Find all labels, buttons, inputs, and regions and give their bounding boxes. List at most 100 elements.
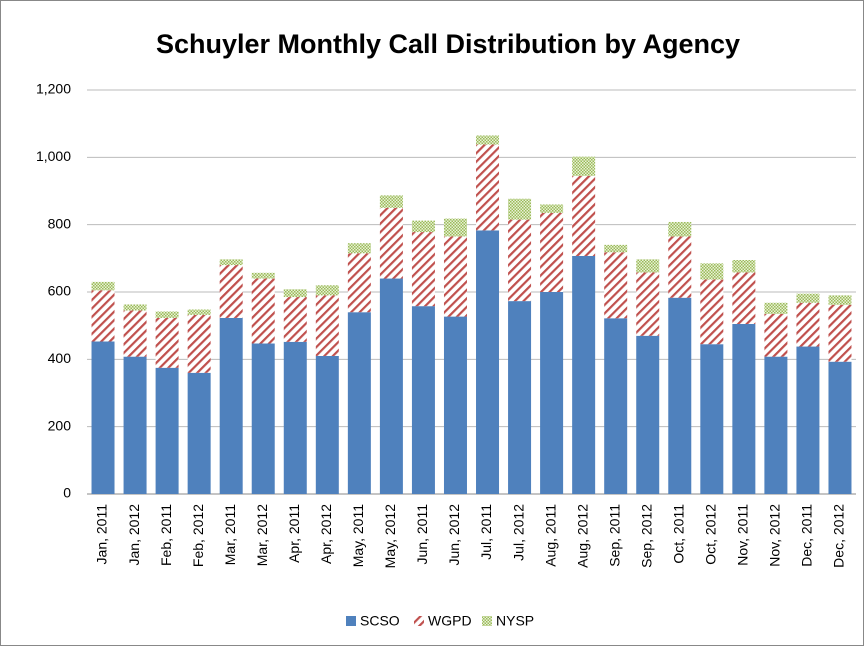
- x-tick-label: Dec, 2011: [799, 504, 815, 567]
- bar-segment: [251, 272, 275, 279]
- bar-segment: [91, 341, 115, 494]
- x-tick-label: Sep, 2012: [638, 504, 654, 568]
- bar-segment: [668, 221, 692, 237]
- bar-segment: [283, 341, 307, 494]
- x-tick-label: Nov, 2011: [735, 504, 751, 566]
- x-tick-label: Jul, 2011: [478, 504, 494, 560]
- bar-segment: [443, 218, 467, 237]
- x-tick-label: Oct, 2011: [670, 504, 686, 564]
- bar-segment: [155, 367, 179, 494]
- x-tick-label: Feb, 2011: [158, 504, 174, 566]
- x-tick-label: Apr, 2011: [286, 504, 302, 563]
- bar-segment: [604, 244, 628, 253]
- bar-segment: [636, 335, 660, 494]
- bar-segment: [123, 310, 147, 357]
- legend-label: NYSP: [496, 613, 534, 629]
- bar-segment: [123, 304, 147, 311]
- x-tick-label: Feb, 2012: [190, 504, 206, 567]
- bar-segment: [347, 312, 371, 494]
- bar-segment: [604, 252, 628, 319]
- x-tick-label: Jan, 2011: [94, 504, 110, 565]
- bar-segment: [476, 135, 500, 145]
- bar-segment: [540, 212, 564, 292]
- x-tick-label: Aug, 2011: [542, 504, 558, 567]
- x-tick-label: May, 2012: [382, 504, 398, 569]
- bar-segment: [508, 198, 532, 220]
- bar-segment: [379, 207, 403, 279]
- bar-segment: [828, 361, 852, 494]
- bar-segment: [572, 175, 596, 256]
- bar-segment: [91, 290, 115, 342]
- bar-segment: [636, 259, 660, 273]
- bar-segment: [283, 289, 307, 298]
- bar-segment: [315, 355, 339, 494]
- bar-segment: [155, 311, 179, 318]
- bar-segment: [540, 292, 564, 494]
- x-tick-label: Jun, 2012: [446, 504, 462, 566]
- y-tick-label: 400: [48, 350, 72, 366]
- y-tick-label: 0: [63, 485, 71, 501]
- bar-segment: [91, 281, 115, 291]
- bar-segment: [764, 302, 788, 314]
- legend-label: SCSO: [360, 613, 400, 629]
- bar-segment: [764, 313, 788, 357]
- bar-segment: [732, 323, 756, 494]
- bar-segment: [123, 356, 147, 494]
- x-tick-label: Aug, 2012: [574, 504, 590, 568]
- bar-segment: [379, 195, 403, 208]
- x-tick-label: May, 2011: [350, 504, 366, 568]
- bar-segment: [540, 204, 564, 213]
- bar-segment: [443, 236, 467, 317]
- bar-segment: [764, 356, 788, 494]
- bar-segment: [187, 309, 211, 315]
- x-tick-label: Jun, 2011: [414, 504, 430, 565]
- bar-segment: [636, 272, 660, 336]
- bar-segment: [443, 316, 467, 494]
- bar-segment: [187, 314, 211, 373]
- bar-segment: [411, 220, 435, 233]
- bar-segment: [219, 259, 243, 266]
- bar-segment: [476, 230, 500, 494]
- legend-swatch: [482, 616, 492, 626]
- bar-segment: [572, 255, 596, 494]
- x-tick-label: Jan, 2012: [126, 504, 142, 566]
- bar-segment: [155, 317, 179, 368]
- bar-segment: [828, 295, 852, 305]
- bar-segment: [508, 219, 532, 302]
- chart-title: Schuyler Monthly Call Distribution by Ag…: [156, 29, 740, 59]
- x-tick-label: Dec, 2012: [831, 504, 847, 568]
- bar-segment: [219, 317, 243, 494]
- bar-segment: [668, 297, 692, 494]
- x-tick-label: Sep, 2011: [606, 504, 622, 567]
- bar-segment: [315, 285, 339, 296]
- x-tick-label: Oct, 2012: [703, 504, 719, 565]
- bar-segment: [700, 344, 724, 494]
- bar-segment: [476, 144, 500, 231]
- bar-segment: [668, 236, 692, 298]
- bar-segment: [796, 293, 820, 303]
- bar-segment: [251, 278, 275, 344]
- bar-segment: [796, 302, 820, 347]
- bar-segment: [347, 243, 371, 254]
- bar-segment: [411, 232, 435, 307]
- y-tick-label: 1,000: [36, 148, 71, 164]
- bar-segment: [732, 260, 756, 273]
- bar-segment: [828, 304, 852, 362]
- bar-segment: [796, 346, 820, 494]
- bar-segment: [187, 372, 211, 494]
- y-tick-label: 1,200: [36, 81, 71, 97]
- y-tick-label: 600: [48, 283, 72, 299]
- bar-segment: [700, 279, 724, 345]
- bar-segment: [315, 295, 339, 356]
- legend-swatch: [346, 616, 356, 626]
- bar-segment: [508, 301, 532, 494]
- bar-segment: [251, 343, 275, 494]
- bar-segment: [732, 272, 756, 324]
- bar-segment: [700, 263, 724, 280]
- bar-segment: [572, 156, 596, 176]
- y-tick-label: 200: [48, 417, 72, 433]
- bar-segment: [219, 265, 243, 318]
- legend-label: WGPD: [428, 613, 472, 629]
- x-tick-label: Jul, 2012: [510, 504, 526, 561]
